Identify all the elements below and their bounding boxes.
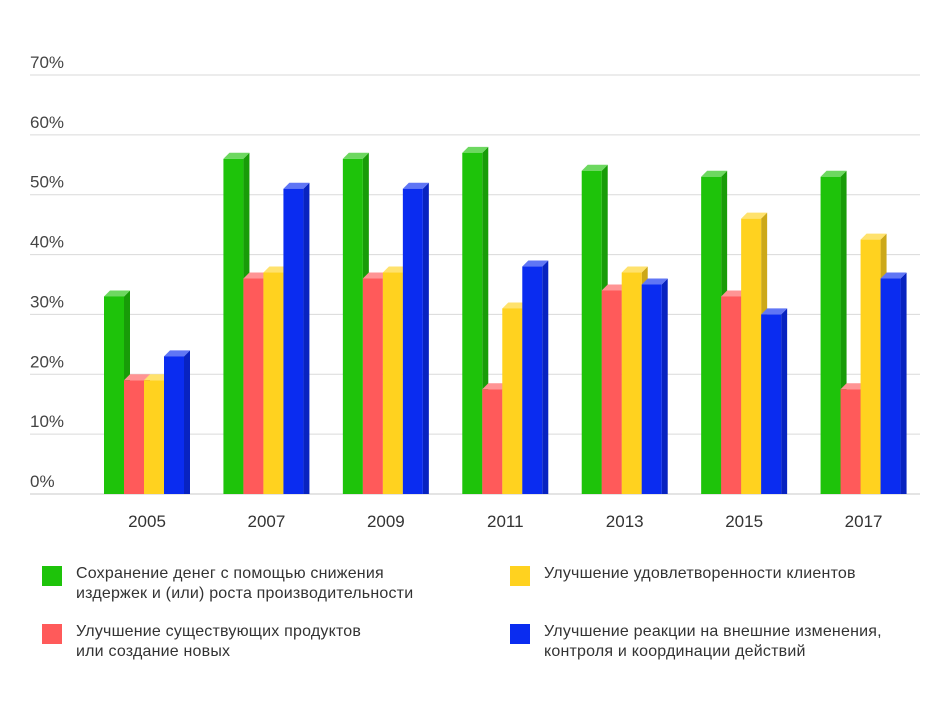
bars	[104, 146, 907, 495]
bar-group-2005	[104, 290, 190, 494]
bar-chart: 0% 10% 20% 30% 40% 50% 60% 70% 2005 2007 2009 2011…	[30, 53, 920, 531]
legend-item-reaction: Улучшение реакции на внешние изменения, …	[510, 622, 930, 662]
legend-item-cost-saving: Сохранение денег с помощью снижения изде…	[42, 564, 462, 604]
legend-swatch	[42, 624, 62, 644]
x-axis-ticks: 2005 2007 2009 2011 2013 2015 2017	[128, 512, 882, 531]
legend-item-customer-satisfaction: Улучшение удовлетворенности клиентов	[510, 564, 930, 586]
bar-group-2015	[701, 170, 788, 494]
legend-label: Улучшение удовлетворенности клиентов	[544, 565, 856, 582]
legend-swatch	[42, 566, 62, 586]
bar	[761, 308, 788, 494]
bar-group-2011	[462, 146, 549, 495]
x-tick-label: 2009	[367, 512, 405, 531]
legend-swatch	[510, 624, 530, 644]
bar	[880, 272, 907, 494]
x-tick-label: 2017	[845, 512, 883, 531]
bar	[522, 260, 549, 494]
legend-label: Сохранение денег с помощью снижения изде…	[76, 565, 414, 602]
legend-label: Улучшение существующих продуктов или соз…	[76, 623, 362, 660]
legend-swatch	[510, 566, 530, 586]
y-tick-label: 40%	[30, 233, 64, 252]
bar	[641, 278, 668, 494]
y-tick-label: 50%	[30, 173, 64, 192]
bar-group-2007	[223, 152, 310, 495]
y-tick-label: 0%	[30, 472, 55, 491]
bar-group-2009	[342, 152, 429, 495]
bar-group-2013	[581, 164, 668, 494]
y-tick-label: 70%	[30, 53, 64, 72]
y-tick-label: 60%	[30, 113, 64, 132]
x-tick-label: 2005	[128, 512, 166, 531]
bar	[104, 290, 130, 494]
legend-item-products: Улучшение существующих продуктов или соз…	[42, 622, 462, 662]
legend-label: Улучшение реакции на внешние изменения, …	[544, 623, 882, 660]
y-tick-label: 30%	[30, 292, 64, 311]
bar	[402, 182, 429, 494]
x-tick-label: 2007	[248, 512, 286, 531]
y-tick-label: 20%	[30, 352, 64, 371]
bar	[283, 182, 310, 494]
x-tick-label: 2011	[487, 512, 524, 531]
y-axis-ticks: 0% 10% 20% 30% 40% 50% 60% 70%	[30, 53, 64, 491]
bar	[164, 350, 190, 494]
x-tick-label: 2013	[606, 512, 644, 531]
bar-group-2017	[820, 170, 907, 494]
y-tick-label: 10%	[30, 412, 64, 431]
x-tick-label: 2015	[725, 512, 763, 531]
